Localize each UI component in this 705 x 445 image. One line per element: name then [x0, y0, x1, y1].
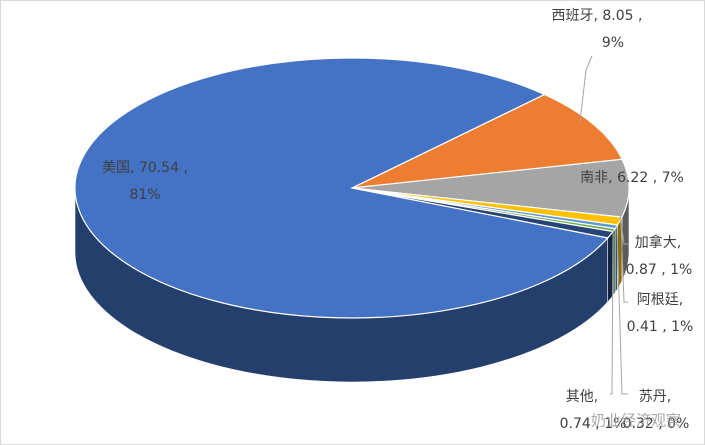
pie-slice: [351, 93, 624, 189]
pie-slice: [351, 158, 630, 218]
data-label: 0.74 , 1%: [560, 416, 627, 432]
leader-line: [579, 55, 593, 123]
data-label: 美国, 70.54 ,: [102, 160, 188, 176]
data-label: 其他,: [566, 389, 598, 405]
data-label: 9%: [602, 35, 624, 51]
data-label: 0.41 , 1%: [627, 319, 694, 335]
data-label: 西班牙, 8.05 ,: [552, 8, 643, 24]
pie: [74, 57, 630, 383]
data-labels: 西班牙, 8.05 , 9% 南非, 6.22 , 7% 加拿大, 0.87 , 1% 阿…: [102, 8, 693, 432]
data-label: 0.32 , 0%: [623, 416, 690, 432]
data-label: 苏丹,: [639, 389, 671, 405]
leader-lines: [579, 55, 628, 395]
pie-slice: [74, 57, 609, 319]
data-label: 加拿大,: [635, 234, 681, 251]
data-label: 阿根廷,: [637, 292, 683, 308]
leader-line: [610, 229, 614, 395]
data-label: 81%: [129, 187, 160, 203]
data-label: 南非, 6.22 , 7%: [580, 170, 684, 186]
watermark: 奶业经济观察: [591, 412, 681, 430]
leader-line: [620, 221, 628, 303]
data-label: 0.87 , 1%: [626, 262, 693, 278]
leader-line: [616, 225, 628, 395]
